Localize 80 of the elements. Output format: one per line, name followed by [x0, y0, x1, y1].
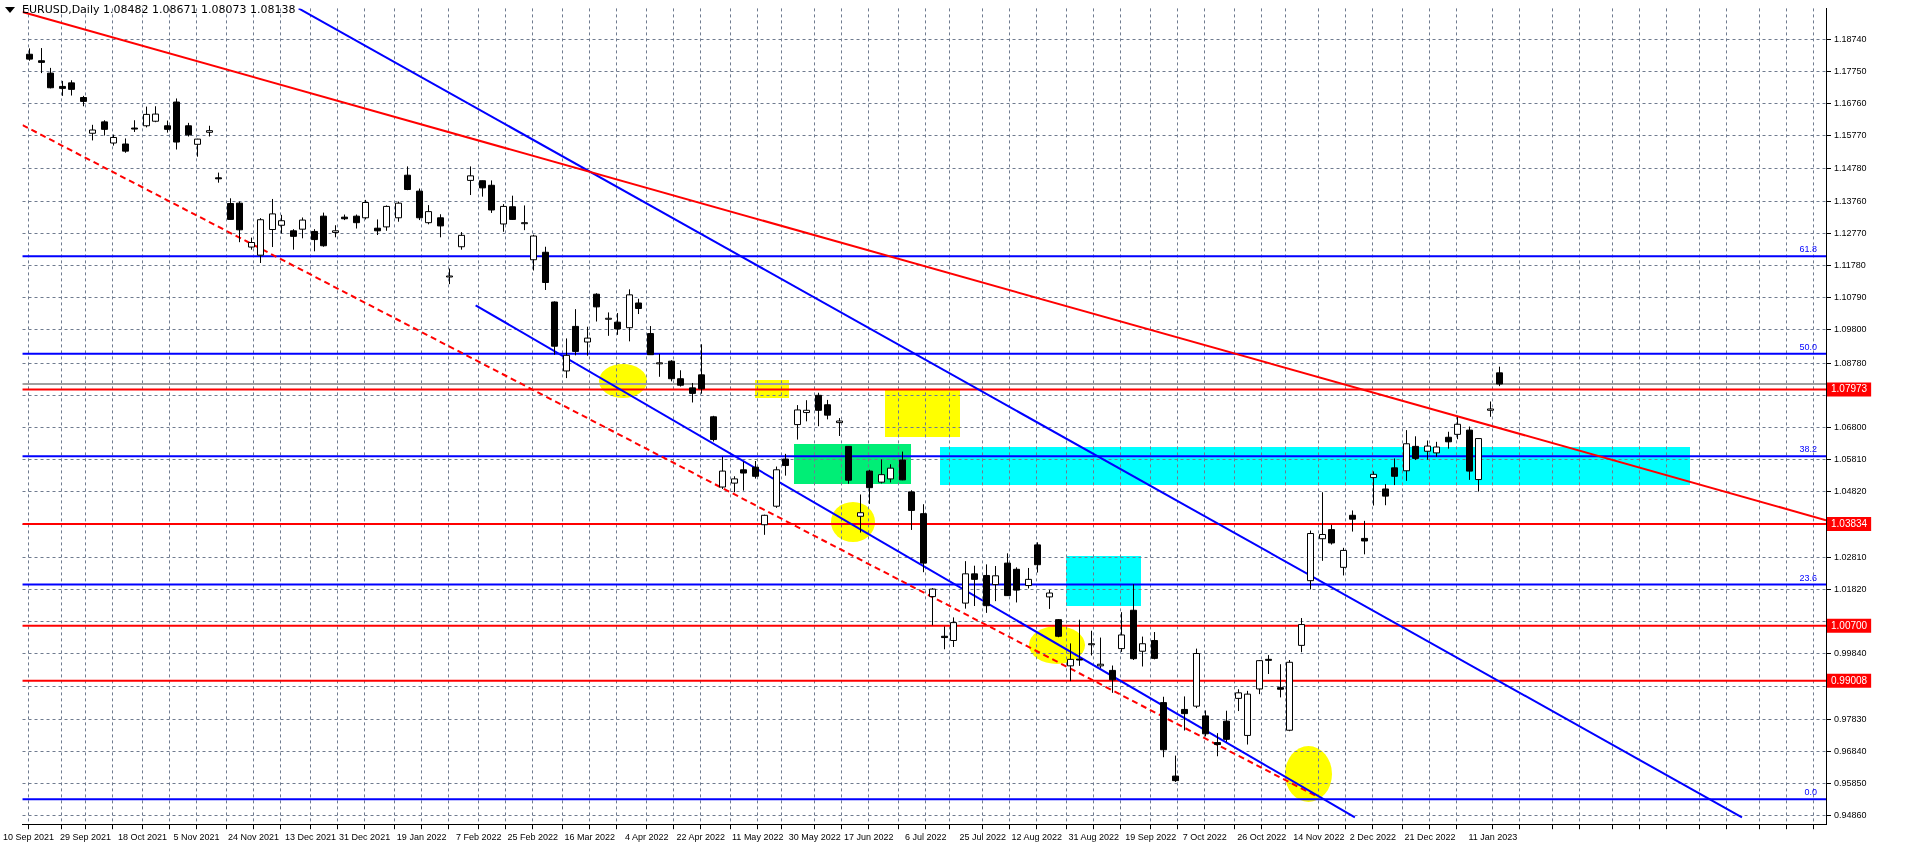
y-tick-label: 1.04820 [1834, 486, 1867, 497]
x-tick-label: 5 Nov 2021 [173, 832, 220, 843]
candlestick [290, 228, 297, 251]
ref-line-label: 1.07973 [1831, 383, 1868, 395]
y-tick-label: 1.17750 [1834, 65, 1867, 76]
x-tick-label: 11 May 2022 [732, 832, 784, 843]
x-tick-label: 18 Oct 2021 [118, 832, 168, 843]
x-tick-label: 14 Nov 2022 [1293, 832, 1345, 843]
candlestick [878, 458, 885, 484]
x-tick-label: 16 Mar 2022 [564, 832, 615, 843]
x-tick-label: 17 Jun 2022 [843, 832, 894, 843]
candlestick [1382, 483, 1389, 506]
candlestick [857, 494, 864, 534]
x-tick-label: 12 Aug 2022 [1011, 832, 1063, 843]
candlestick [509, 195, 516, 221]
x-tick-label: 4 Apr 2022 [624, 832, 669, 843]
y-tick-label: 1.05810 [1834, 454, 1867, 465]
annotation: 50.0 [1799, 341, 1817, 352]
x-tick-label: 21 Dec 2022 [1404, 832, 1456, 843]
candlestick [1235, 688, 1242, 712]
y-tick-label: 1.09800 [1834, 324, 1867, 335]
x-tick-label: 24 Nov 2021 [228, 832, 280, 843]
x-tick-label: 25 Feb 2022 [507, 832, 558, 843]
candlestick [1391, 457, 1398, 486]
annotation: 61.8 [1799, 244, 1817, 255]
candlestick [1139, 636, 1146, 667]
ref-line-label: 0.99008 [1831, 674, 1868, 686]
candlestick [689, 382, 696, 403]
candlestick [908, 489, 915, 531]
annotation: 38.2 [1799, 444, 1817, 455]
x-tick-label: 31 Dec 2021 [339, 832, 391, 843]
candlestick [278, 214, 285, 234]
x-tick-label: 29 Sep 2021 [60, 832, 112, 843]
x-tick-label: 7 Feb 2022 [455, 832, 502, 843]
candlestick [269, 198, 276, 248]
chart-title: EURUSD,Daily 1.08482 1.08671 1.08073 1.08138 [22, 3, 296, 16]
x-tick-label: 31 Aug 2022 [1068, 832, 1120, 843]
x-tick-label: 6 Jul 2022 [904, 832, 947, 843]
y-tick-label: 1.13760 [1834, 195, 1867, 206]
ref-line-label: 1.00700 [1831, 619, 1868, 631]
y-tick-label: 1.15770 [1834, 130, 1867, 141]
y-tick-label: 1.10790 [1834, 292, 1867, 303]
x-tick-label: 13 Dec 2021 [285, 832, 337, 843]
y-tick-label: 1.14780 [1834, 162, 1867, 173]
candlestick [467, 165, 474, 196]
annotation: 23.6 [1799, 572, 1817, 583]
candlestick [1151, 631, 1158, 660]
y-tick-label: 1.18740 [1834, 33, 1867, 44]
y-tick-label: 1.02810 [1834, 551, 1867, 562]
candlestick [950, 616, 957, 648]
annotation: 0.0 [1804, 787, 1817, 798]
y-tick-label: 0.95850 [1834, 778, 1867, 789]
candlestick [38, 47, 45, 74]
x-tick-label: 2 Dec 2022 [1349, 832, 1396, 843]
y-tick-label: 1.11780 [1834, 260, 1866, 271]
y-tick-label: 1.08780 [1834, 357, 1867, 368]
candlestick [1298, 617, 1305, 653]
candlestick [740, 461, 747, 492]
x-tick-label: 25 Jul 2022 [959, 832, 1007, 843]
x-tick-label: 22 Apr 2022 [676, 832, 725, 843]
x-tick-label: 11 Jan 2023 [1468, 832, 1518, 843]
x-tick-label: 7 Oct 2022 [1182, 832, 1227, 843]
y-tick-label: 1.06800 [1834, 422, 1867, 432]
y-tick-label: 1.01820 [1834, 583, 1867, 594]
y-tick-label: 0.96840 [1834, 745, 1867, 756]
x-tick-label: 10 Sep 2021 [3, 832, 55, 843]
candlestick [824, 399, 831, 420]
y-tick-label: 0.99840 [1834, 648, 1867, 659]
y-tick-label: 1.12770 [1834, 227, 1867, 238]
ref-line-label: 1.03834 [1831, 517, 1868, 529]
x-tick-label: 19 Sep 2022 [1125, 832, 1177, 843]
candlestick [227, 197, 234, 221]
candlestick [1277, 663, 1284, 698]
y-tick-label: 0.97830 [1834, 713, 1867, 724]
x-tick-label: 30 May 2022 [788, 832, 841, 843]
y-tick-label: 0.94860 [1834, 810, 1867, 821]
y-tick-label: 1.16760 [1834, 98, 1867, 109]
x-tick-label: 26 Oct 2022 [1237, 832, 1287, 843]
candlestick [971, 565, 978, 607]
x-tick-label: 19 Jan 2022 [396, 832, 447, 843]
